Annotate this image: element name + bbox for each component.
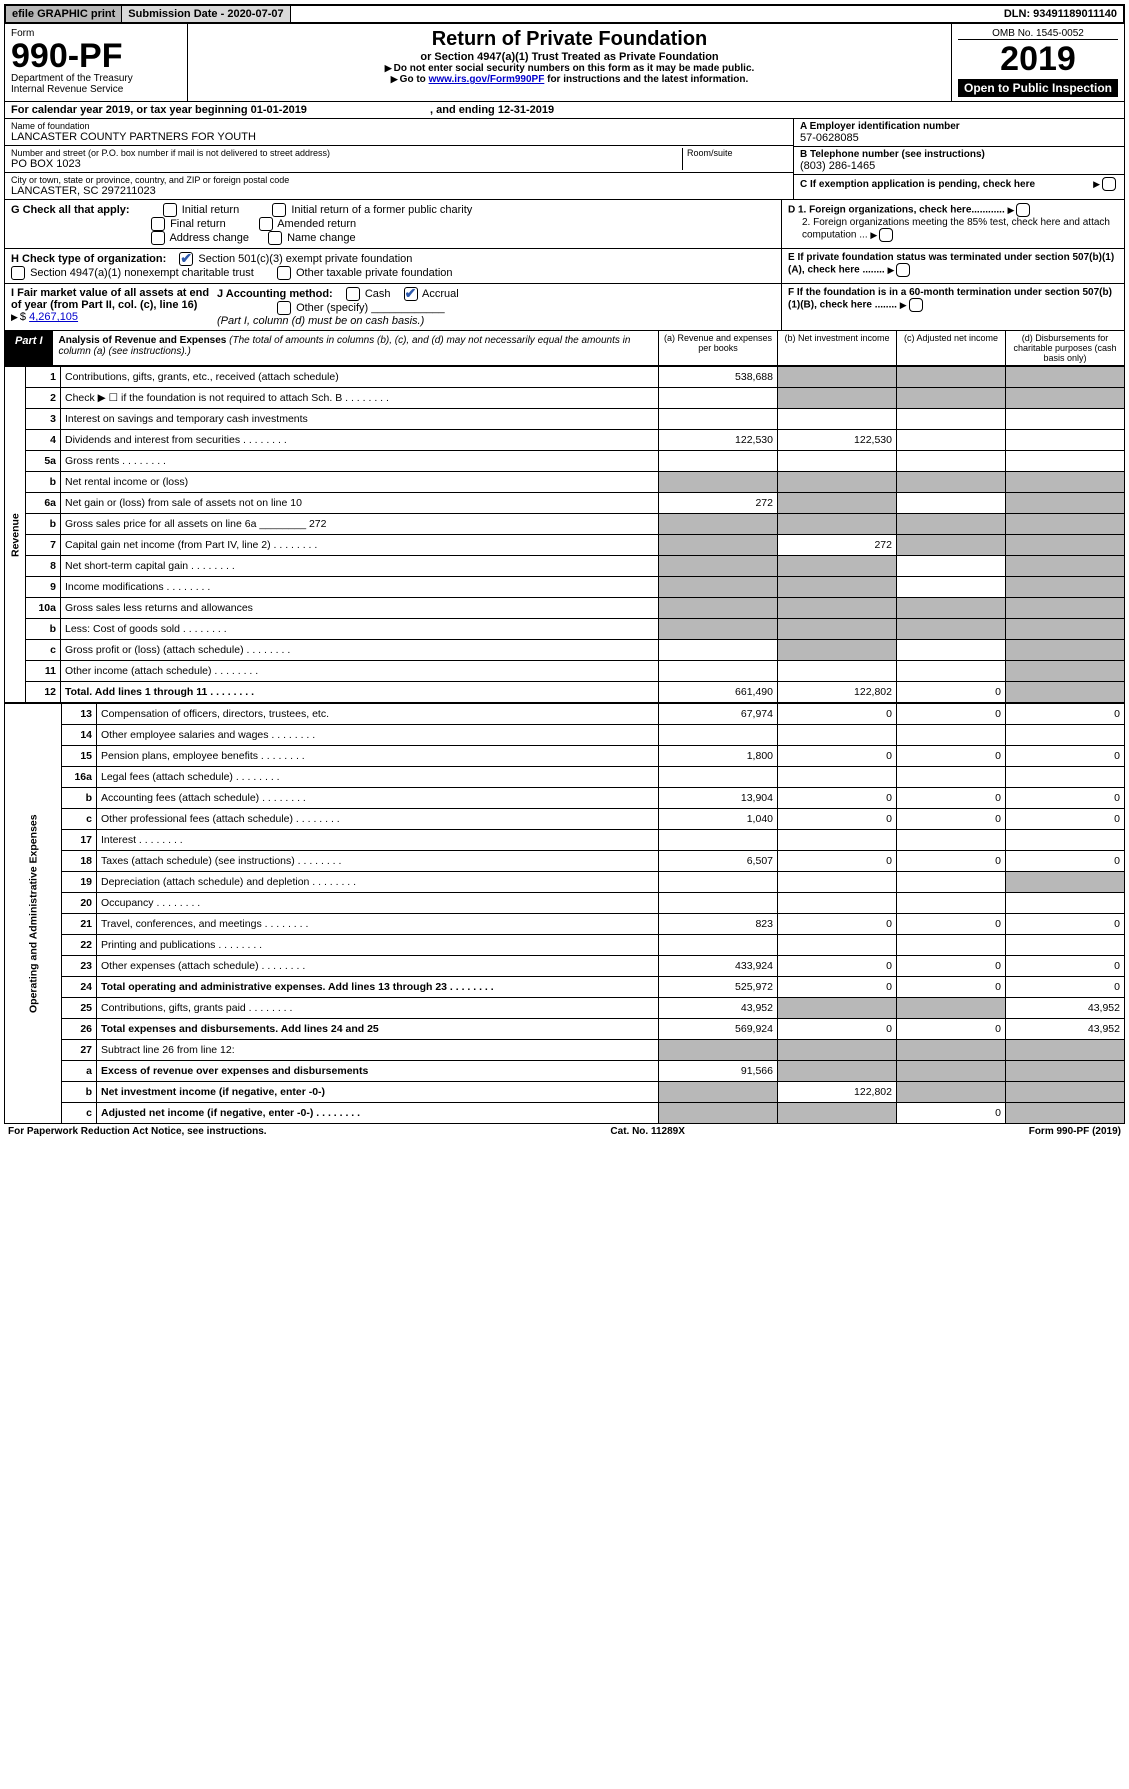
top-bar: efile GRAPHIC print Submission Date - 20…	[4, 4, 1125, 24]
table-row: 17Interest . . . . . . . .	[5, 830, 1125, 851]
table-row: 19Depreciation (attach schedule) and dep…	[5, 872, 1125, 893]
table-row: cGross profit or (loss) (attach schedule…	[5, 640, 1125, 661]
section-i-j: I Fair market value of all assets at end…	[4, 284, 1125, 331]
check-c[interactable]	[1102, 177, 1116, 191]
table-row: 16aLegal fees (attach schedule) . . . . …	[5, 767, 1125, 788]
table-row: cAdjusted net income (if negative, enter…	[5, 1103, 1125, 1124]
table-row: 4Dividends and interest from securities …	[5, 430, 1125, 451]
form-number: 990-PF	[11, 39, 181, 73]
city-state-zip: LANCASTER, SC 297211023	[11, 185, 787, 197]
table-row: 22Printing and publications . . . . . . …	[5, 935, 1125, 956]
table-row: bGross sales price for all assets on lin…	[5, 514, 1125, 535]
table-row: aExcess of revenue over expenses and dis…	[5, 1061, 1125, 1082]
table-row: 12Total. Add lines 1 through 11 . . . . …	[5, 682, 1125, 703]
efile-label: efile GRAPHIC print	[6, 6, 122, 22]
footer: For Paperwork Reduction Act Notice, see …	[4, 1124, 1125, 1139]
table-row: 9Income modifications . . . . . . . .	[5, 577, 1125, 598]
dln: DLN: 93491189011140	[998, 6, 1123, 22]
check-501c3[interactable]	[179, 252, 193, 266]
table-row: Revenue1Contributions, gifts, grants, et…	[5, 367, 1125, 388]
foundation-name: LANCASTER COUNTY PARTNERS FOR YOUTH	[11, 131, 787, 143]
table-row: 6aNet gain or (loss) from sale of assets…	[5, 493, 1125, 514]
header-left: Form 990-PF Department of the Treasury I…	[5, 24, 188, 101]
note-1: Do not enter social security numbers on …	[194, 63, 945, 74]
irs-link[interactable]: www.irs.gov/Form990PF	[429, 74, 545, 85]
table-row: 24Total operating and administrative exp…	[5, 977, 1125, 998]
tax-year: 2019	[958, 40, 1118, 79]
table-row: Operating and Administrative Expenses13C…	[5, 704, 1125, 725]
table-row: cOther professional fees (attach schedul…	[5, 809, 1125, 830]
phone: (803) 286-1465	[800, 160, 1118, 172]
note-2: Go to www.irs.gov/Form990PF for instruct…	[194, 74, 945, 85]
form-title: Return of Private Foundation	[194, 28, 945, 51]
table-row: 21Travel, conferences, and meetings . . …	[5, 914, 1125, 935]
street-address: PO BOX 1023	[11, 158, 682, 170]
table-row: 23Other expenses (attach schedule) . . .…	[5, 956, 1125, 977]
check-accrual[interactable]	[404, 287, 418, 301]
fmv-value: 4,267,105	[29, 311, 78, 323]
section-label: Revenue	[5, 367, 26, 703]
section-h: H Check type of organization: Section 50…	[4, 249, 1125, 284]
table-row: 11Other income (attach schedule) . . . .…	[5, 661, 1125, 682]
table-row: 15Pension plans, employee benefits . . .…	[5, 746, 1125, 767]
header-right: OMB No. 1545-0052 2019 Open to Public In…	[951, 24, 1124, 101]
table-row: 26Total expenses and disbursements. Add …	[5, 1019, 1125, 1040]
submission-date: Submission Date - 2020-07-07	[122, 6, 290, 22]
section-g-h: G Check all that apply: Initial return I…	[4, 200, 1125, 249]
calendar-year-row: For calendar year 2019, or tax year begi…	[4, 102, 1125, 119]
form-header: Form 990-PF Department of the Treasury I…	[4, 24, 1125, 102]
table-row: 2Check ▶ ☐ if the foundation is not requ…	[5, 388, 1125, 409]
part1-header: Part I Analysis of Revenue and Expenses …	[4, 331, 1125, 366]
expense-table: Operating and Administrative Expenses13C…	[4, 703, 1125, 1124]
table-row: 10aGross sales less returns and allowanc…	[5, 598, 1125, 619]
entity-info: Name of foundation LANCASTER COUNTY PART…	[4, 119, 1125, 200]
header-mid: Return of Private Foundation or Section …	[188, 24, 951, 101]
revenue-table: Revenue1Contributions, gifts, grants, et…	[4, 366, 1125, 703]
table-row: bNet rental income or (loss)	[5, 472, 1125, 493]
table-row: 25Contributions, gifts, grants paid . . …	[5, 998, 1125, 1019]
ein: 57-0628085	[800, 132, 1118, 144]
table-row: 7Capital gain net income (from Part IV, …	[5, 535, 1125, 556]
table-row: bLess: Cost of goods sold . . . . . . . …	[5, 619, 1125, 640]
table-row: 18Taxes (attach schedule) (see instructi…	[5, 851, 1125, 872]
table-row: bNet investment income (if negative, ent…	[5, 1082, 1125, 1103]
table-row: 20Occupancy . . . . . . . .	[5, 893, 1125, 914]
table-row: 14Other employee salaries and wages . . …	[5, 725, 1125, 746]
table-row: 8Net short-term capital gain . . . . . .…	[5, 556, 1125, 577]
g-row: G Check all that apply: Initial return I…	[11, 203, 775, 245]
table-row: 5aGross rents . . . . . . . .	[5, 451, 1125, 472]
table-row: 27Subtract line 26 from line 12:	[5, 1040, 1125, 1061]
section-label: Operating and Administrative Expenses	[5, 704, 62, 1124]
table-row: 3Interest on savings and temporary cash …	[5, 409, 1125, 430]
table-row: bAccounting fees (attach schedule) . . .…	[5, 788, 1125, 809]
